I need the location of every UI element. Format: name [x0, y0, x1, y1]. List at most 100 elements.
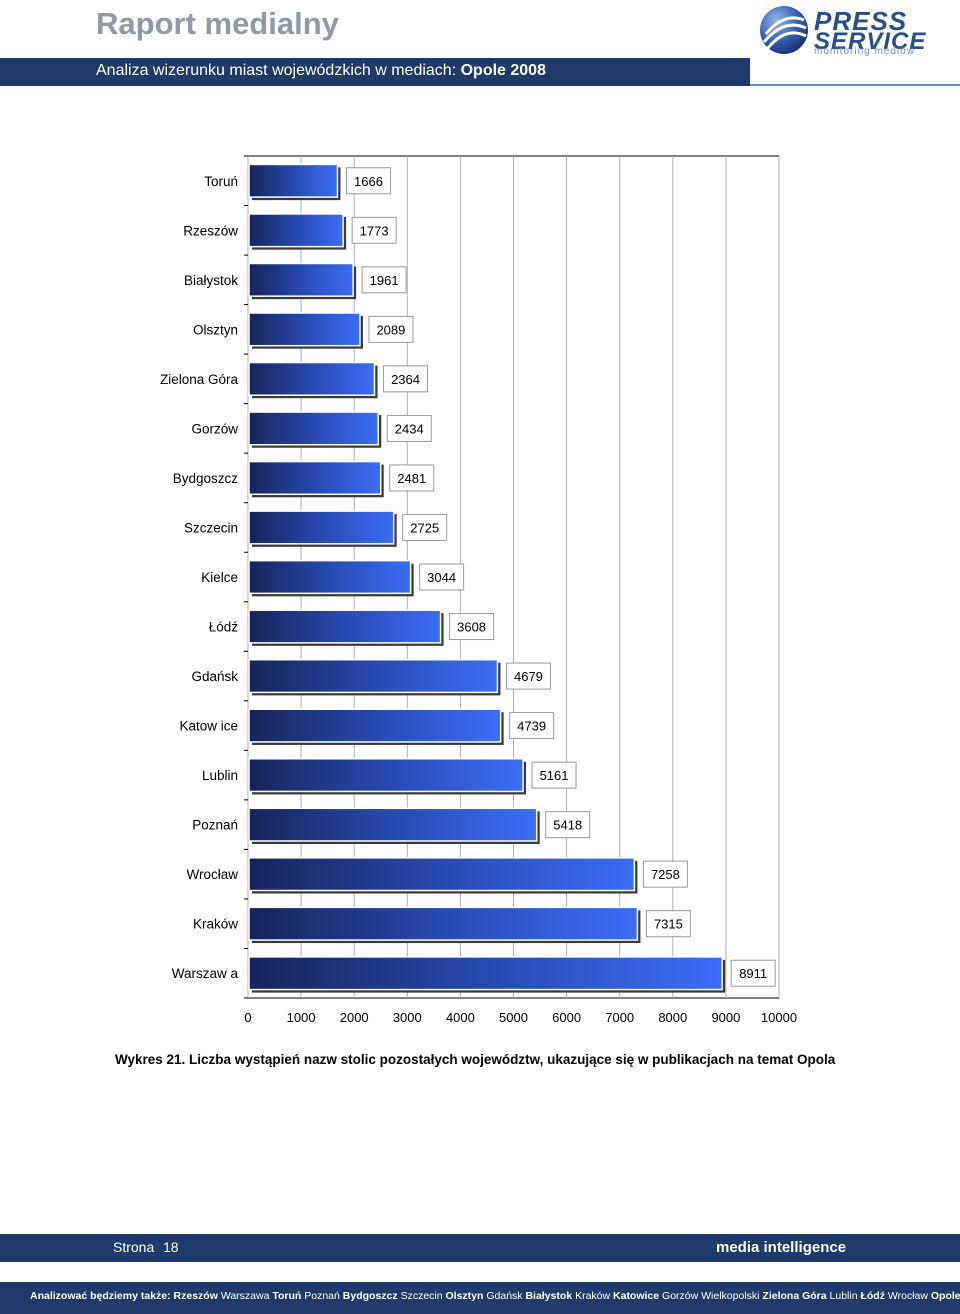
- category-label: Gdańsk: [191, 669, 238, 684]
- bar: [248, 559, 412, 595]
- x-tick-label: 0: [244, 1010, 251, 1025]
- value-label-box: [419, 563, 465, 591]
- cities-strip-item: Rzeszów: [173, 1290, 218, 1302]
- figure-caption: Wykres 21. Liczba wystąpień nazw stolic …: [115, 1052, 836, 1067]
- subtitle-bold: Opole 2008: [460, 62, 546, 79]
- value-label-box: [402, 513, 448, 541]
- value-label: 2725: [410, 520, 439, 535]
- bar: [248, 163, 339, 198]
- x-tick-label: 7000: [605, 1010, 634, 1025]
- footer-band: [0, 1234, 960, 1262]
- cities-strip-item: Gorzów Wielkopolski: [662, 1290, 760, 1302]
- cities-strip-item: Bydgoszcz: [342, 1290, 398, 1302]
- x-tick-label: 3000: [393, 1010, 422, 1025]
- x-tick-label: 2000: [340, 1010, 369, 1025]
- cities-strip-item: Poznań: [304, 1290, 340, 1302]
- page-label: Strona: [113, 1239, 155, 1255]
- category-label: Kielce: [201, 570, 238, 585]
- cities-strip-item: Lublin: [829, 1290, 858, 1302]
- report-title: Raport medialny: [96, 6, 339, 41]
- value-label: 1666: [354, 174, 383, 189]
- bar: [248, 411, 379, 446]
- value-label-box: [645, 910, 691, 938]
- labels-layer: 0 1000 2000 3000 4000 5000 6000 7000 8000 9000 100…: [160, 167, 797, 1025]
- cities-strip-item: Opole: [930, 1290, 960, 1302]
- value-label-box: [730, 959, 776, 987]
- cities-strip-item: Toruń: [272, 1290, 302, 1302]
- bar-chart: 0 1000 2000 3000 4000 5000 6000 7000 8000 9000 100…: [160, 155, 797, 1025]
- bar: [248, 758, 524, 793]
- x-tick-label: 4000: [446, 1010, 475, 1025]
- category-label: Warszaw a: [172, 966, 239, 981]
- value-label: 3608: [457, 620, 486, 635]
- cities-strip-item: Kraków: [575, 1290, 611, 1302]
- logo-service: SERVICE: [814, 28, 927, 55]
- x-tick-label: 6000: [552, 1010, 581, 1025]
- bar: [248, 213, 344, 248]
- value-label-box: [368, 315, 414, 343]
- subtitle-prefix: Analiza wizerunku miast wojewódzkich w m…: [96, 62, 461, 79]
- x-tick-label: 10000: [761, 1010, 797, 1025]
- logo-monitoring: monitoring mediów: [814, 46, 915, 57]
- value-label: 2481: [397, 471, 426, 486]
- bar: [248, 510, 395, 545]
- bar: [248, 312, 361, 347]
- value-label-box: [545, 811, 591, 839]
- category-label: Zielona Góra: [160, 372, 239, 387]
- x-tick-label: 1000: [287, 1010, 316, 1025]
- cities-strip-item: Katowice: [613, 1290, 660, 1302]
- globe-icon: [760, 6, 808, 54]
- footer-tagline: media intelligence: [716, 1239, 847, 1256]
- cities-strip-item: Zielona Góra: [762, 1290, 827, 1302]
- value-label-box: [389, 464, 435, 492]
- value-label: 1773: [360, 223, 389, 238]
- category-label: Toruń: [204, 174, 238, 189]
- bar: [248, 708, 502, 743]
- category-label: Olsztyn: [193, 322, 238, 337]
- value-label: 2364: [391, 372, 420, 387]
- value-label: 3044: [427, 570, 456, 585]
- cities-strip-item: Wrocław: [887, 1290, 928, 1302]
- subtitle-bar: [0, 58, 750, 86]
- bar: [248, 658, 499, 694]
- value-label-box: [509, 712, 555, 740]
- value-label: 4679: [514, 669, 543, 684]
- value-label-box: [505, 662, 551, 690]
- subtitle-bar-accent: [750, 58, 960, 86]
- category-label: Kraków: [193, 917, 238, 932]
- category-label: Białystok: [184, 273, 238, 288]
- value-label-box: [383, 365, 429, 393]
- x-tick-label: 8000: [658, 1010, 687, 1025]
- bar: [248, 262, 354, 297]
- press-service-logo: PRESS SERVICE monitoring mediów: [756, 2, 956, 58]
- value-label: 1961: [370, 273, 399, 288]
- bar: [248, 857, 636, 892]
- bar: [248, 906, 639, 941]
- value-label-box: [531, 761, 577, 789]
- category-label: Wrocław: [186, 867, 238, 882]
- cities-strip-item: Gdańsk: [486, 1290, 523, 1302]
- category-label: Rzeszów: [183, 223, 238, 238]
- bottom-band: [0, 1282, 960, 1314]
- bar: [248, 361, 376, 396]
- category-label: Łódź: [209, 620, 239, 635]
- x-tick-label: 9000: [711, 1010, 740, 1025]
- value-label: 5161: [540, 768, 569, 783]
- report-subtitle: Analiza wizerunku miast wojewódzkich w m…: [96, 62, 546, 80]
- value-label-box: [642, 860, 688, 888]
- bar: [248, 807, 538, 842]
- cities-strip-item: Warszawa: [220, 1290, 270, 1302]
- cities-strip-item: Łódź: [860, 1290, 885, 1302]
- value-label-box: [361, 266, 407, 294]
- category-label: Bydgoszcz: [173, 471, 239, 486]
- page-number: 18: [163, 1239, 179, 1255]
- value-label: 4739: [517, 719, 546, 734]
- cities-strip-item: Białystok: [525, 1290, 573, 1302]
- value-label: 7315: [654, 917, 683, 932]
- value-label-box: [449, 613, 495, 641]
- bar: [248, 956, 723, 991]
- category-label: Katow ice: [179, 719, 238, 734]
- cities-strip-item: Szczecin: [400, 1290, 443, 1302]
- value-label: 7258: [651, 867, 680, 882]
- value-label-box: [345, 167, 391, 195]
